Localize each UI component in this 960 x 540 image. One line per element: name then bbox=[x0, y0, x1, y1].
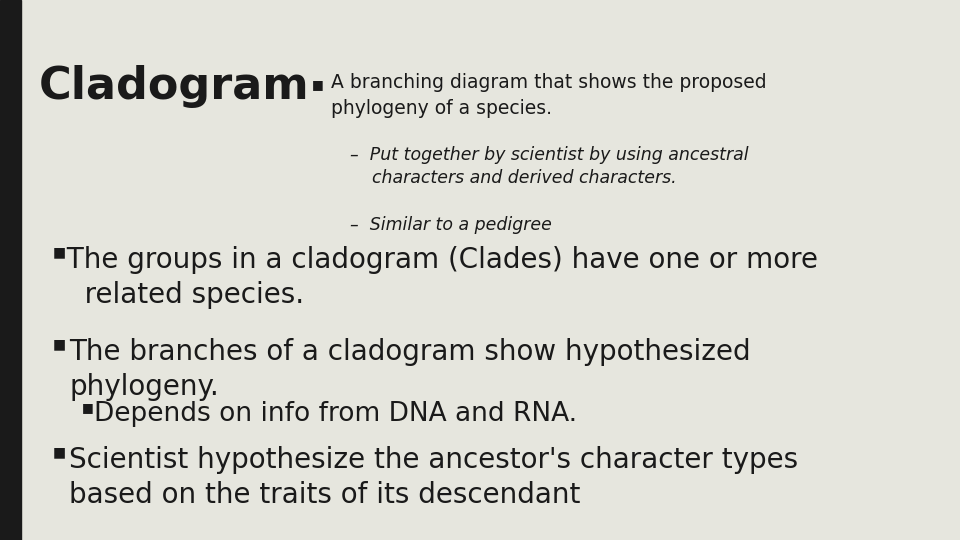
Text: The branches of a cladogram show hypothesized
phylogeny.: The branches of a cladogram show hypothe… bbox=[69, 338, 751, 401]
Text: ■: ■ bbox=[82, 401, 93, 414]
Text: The groups in a cladogram (Clades) have one or more
   related species.: The groups in a cladogram (Clades) have … bbox=[58, 246, 818, 309]
Text: Scientist hypothesize the ancestor's character types
based on the traits of its : Scientist hypothesize the ancestor's cha… bbox=[69, 446, 799, 509]
Text: –  Similar to a pedigree: – Similar to a pedigree bbox=[350, 216, 552, 234]
Text: Depends on info from DNA and RNA.: Depends on info from DNA and RNA. bbox=[94, 401, 577, 427]
Bar bbox=[0, 0, 21, 540]
Text: ■: ■ bbox=[53, 246, 66, 260]
Text: ■: ■ bbox=[53, 446, 66, 460]
Text: –  Put together by scientist by using ancestral
    characters and derived chara: – Put together by scientist by using anc… bbox=[350, 146, 749, 187]
Text: ■: ■ bbox=[53, 338, 66, 352]
Text: Cladogram: Cladogram bbox=[38, 65, 309, 108]
Text: A branching diagram that shows the proposed
phylogeny of a species.: A branching diagram that shows the propo… bbox=[331, 73, 767, 118]
Text: ■: ■ bbox=[312, 78, 324, 91]
